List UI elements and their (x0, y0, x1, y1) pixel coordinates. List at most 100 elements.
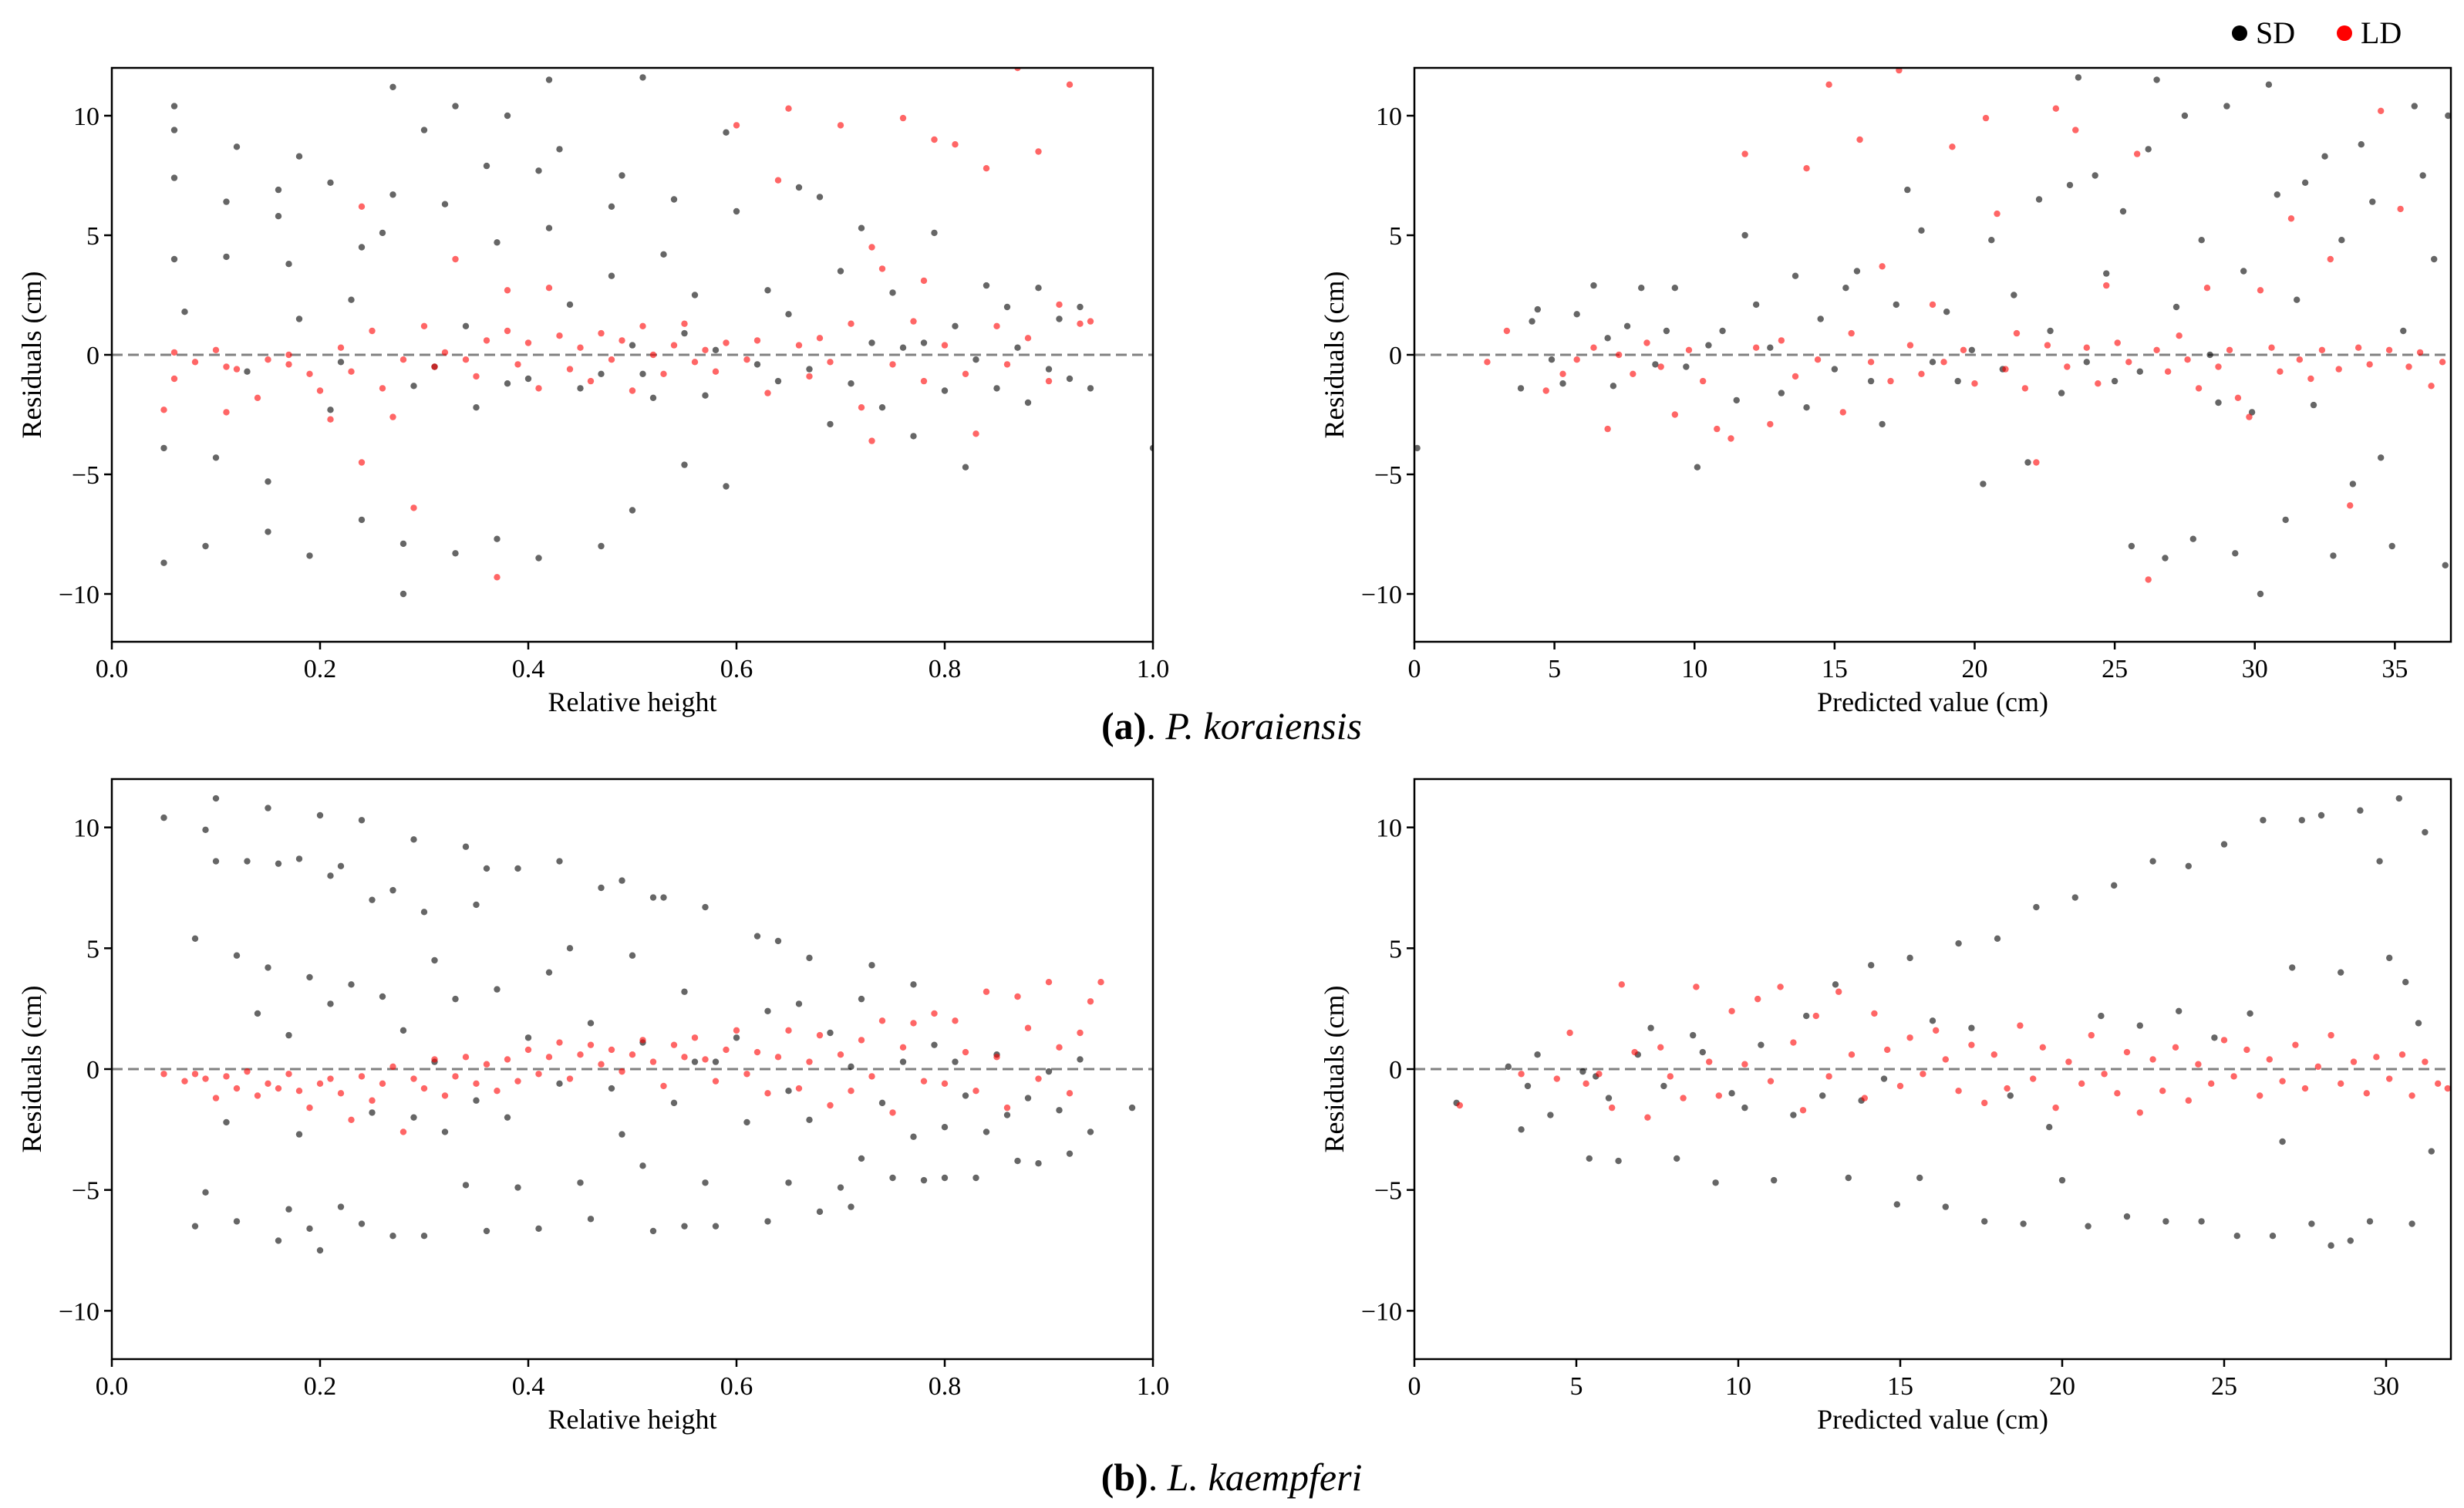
data-point-sd (285, 1206, 292, 1213)
data-point-sd (514, 1184, 521, 1191)
data-point-ld (1484, 359, 1491, 366)
data-point-sd (566, 945, 574, 952)
data-point-sd (702, 1179, 709, 1186)
data-point-ld (223, 363, 230, 370)
data-point-ld (878, 265, 886, 272)
data-point-sd (462, 322, 470, 329)
x-tick-label: 10 (1681, 655, 1707, 683)
data-point-sd (306, 552, 313, 559)
data-point-ld (545, 285, 553, 292)
data-point-sd (2215, 399, 2222, 407)
data-point-sd (2119, 207, 2127, 215)
data-point-ld (2065, 1058, 2072, 1065)
data-point-sd (545, 76, 553, 83)
data-point-sd (1893, 301, 1899, 309)
data-point-ld (764, 1090, 771, 1097)
data-point-ld (577, 1051, 584, 1058)
data-point-sd (316, 1247, 324, 1254)
data-point-ld (1942, 1056, 1949, 1063)
data-point-sd (931, 1041, 938, 1048)
data-point-sd (1981, 1218, 1988, 1225)
data-point-sd (191, 1223, 199, 1230)
data-point-ld (389, 1063, 396, 1071)
data-point-sd (2327, 1242, 2334, 1249)
data-point-ld (743, 1071, 750, 1078)
data-point-sd (639, 370, 646, 377)
data-point-sd (962, 1092, 969, 1099)
data-point-sd (1733, 396, 1740, 404)
data-point-sd (504, 380, 511, 387)
data-point-sd (462, 1182, 470, 1189)
data-point-ld (608, 1046, 615, 1054)
data-point-ld (170, 349, 178, 356)
data-point-ld (275, 1085, 282, 1092)
data-point-ld (629, 1051, 636, 1058)
data-point-ld (2428, 383, 2435, 390)
data-point-ld (2377, 107, 2385, 114)
data-point-sd (2274, 191, 2280, 198)
data-point-sd (608, 272, 615, 279)
data-point-ld (1835, 988, 1842, 995)
data-point-sd (2369, 198, 2376, 205)
data-point-ld (660, 370, 667, 377)
data-point-ld (1839, 409, 1846, 416)
data-point-ld (1767, 1078, 1775, 1085)
data-point-ld (2416, 349, 2424, 356)
data-point-sd (681, 329, 688, 337)
x-tick-label: 0.4 (512, 655, 545, 683)
data-point-ld (431, 363, 438, 370)
data-point-ld (1056, 301, 1063, 309)
data-point-ld (483, 337, 490, 344)
data-point-sd (2136, 1022, 2143, 1029)
legend-ld-marker (2337, 25, 2352, 41)
data-point-sd (1518, 1126, 1525, 1133)
data-point-ld (306, 1104, 313, 1112)
data-point-sd (1880, 1075, 1888, 1082)
data-point-sd (233, 143, 241, 150)
data-point-sd (1045, 366, 1053, 373)
data-point-sd (1741, 1104, 1748, 1112)
x-axis-label: Relative height (548, 1404, 717, 1435)
data-point-ld (1693, 983, 1700, 990)
data-point-sd (1647, 1024, 1654, 1031)
data-point-sd (2422, 828, 2429, 836)
data-point-sd (2310, 401, 2317, 409)
data-point-ld (2021, 385, 2029, 392)
data-point-sd (952, 1058, 959, 1065)
data-point-sd (670, 196, 678, 203)
data-point-sd (535, 167, 542, 174)
data-point-sd (494, 535, 501, 542)
data-point-sd (420, 909, 428, 916)
data-point-sd (858, 1155, 865, 1162)
data-point-sd (2185, 862, 2192, 870)
data-point-ld (931, 136, 938, 143)
data-point-ld (212, 346, 220, 353)
data-point-ld (2292, 1041, 2299, 1048)
y-tick-label: −5 (72, 1177, 99, 1206)
data-point-ld (670, 342, 678, 349)
data-point-ld (1087, 998, 1094, 1005)
data-point-ld (1981, 1099, 1988, 1107)
data-point-ld (2408, 1092, 2415, 1099)
data-point-sd (212, 794, 220, 802)
data-point-sd (1767, 344, 1774, 351)
data-point-ld (379, 385, 386, 392)
data-point-sd (1712, 1179, 1719, 1186)
points-layer (1453, 794, 2451, 1249)
data-point-ld (295, 1088, 303, 1095)
data-point-sd (723, 483, 730, 490)
series-sd (1414, 74, 2451, 598)
data-point-sd (160, 559, 167, 566)
data-point-sd (483, 865, 490, 872)
data-point-ld (1792, 373, 1799, 380)
data-point-sd (452, 550, 459, 557)
data-point-sd (2128, 542, 2135, 550)
data-point-sd (2111, 882, 2118, 889)
series-ld (160, 979, 1104, 1135)
data-point-sd (1980, 481, 1987, 487)
data-point-ld (1871, 1010, 1878, 1017)
data-point-sd (2103, 270, 2110, 277)
data-point-sd (2279, 1138, 2286, 1145)
x-tick-label: 0.6 (720, 655, 753, 683)
data-point-ld (764, 390, 771, 396)
